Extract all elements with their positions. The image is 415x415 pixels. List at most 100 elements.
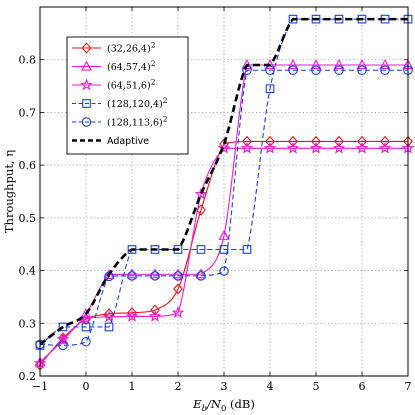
x-axis-label: Eb/N0 (dB) [192, 397, 255, 414]
legend-box [66, 36, 189, 155]
square-marker [219, 245, 229, 254]
diamond-marker [150, 304, 160, 316]
star-marker [378, 141, 392, 154]
star-marker [125, 309, 139, 322]
y-tick-label: 0.2 [19, 370, 37, 383]
legend-label-text: (128,113,6) [107, 118, 163, 129]
x-tick-label: 4 [267, 380, 274, 393]
y-axis-label: Throughput, η [2, 150, 16, 233]
square-marker [81, 322, 91, 332]
triangle-marker [333, 59, 345, 70]
legend-label-text: (32,26,4) [107, 44, 151, 55]
x-tick-label: 7 [405, 380, 412, 393]
legend-label-text: (64,57,4) [107, 62, 151, 73]
x-tick-label: 0 [83, 380, 90, 393]
diamond-marker [311, 135, 321, 148]
circle-marker [219, 266, 229, 276]
triangle-marker [149, 268, 161, 279]
triangle-marker [80, 60, 93, 71]
y-tick-label: 0.7 [19, 106, 37, 119]
legend-label-superscript: 2 [151, 41, 156, 50]
triangle-marker [103, 268, 115, 279]
triangle-marker [126, 268, 138, 279]
star-marker [332, 141, 346, 154]
y-tick-label: 0.5 [19, 212, 37, 225]
y-tick-label: 0.3 [19, 317, 37, 330]
square-marker [311, 14, 321, 24]
series-line [39, 69, 408, 346]
triangle-marker [80, 307, 92, 318]
legend-label-superscript: 2 [151, 78, 156, 87]
star-marker [309, 141, 323, 154]
diamond-marker [265, 135, 275, 148]
legend-entry: (64,51,6)2 [72, 78, 156, 92]
circle-marker [196, 271, 206, 281]
legend: (32,26,4)2(64,57,4)2(64,51,6)2(128,120,4… [66, 36, 189, 155]
x-tick-label: 3 [221, 380, 228, 393]
series-128-120-4 [35, 14, 413, 350]
diamond-marker [81, 42, 92, 54]
square-marker [127, 245, 137, 254]
star-marker [171, 306, 185, 319]
triangle-marker [195, 268, 207, 279]
legend-label-superscript: 2 [163, 96, 168, 105]
star-marker [194, 187, 208, 200]
x-axis-label-part: b [202, 404, 207, 414]
x-tick-label: 2 [175, 380, 182, 393]
star-marker [80, 78, 93, 91]
legend-entry: (128,113,6)2 [72, 115, 168, 129]
legend-label-superscript: 2 [163, 115, 168, 124]
y-tick-label: 0.4 [19, 265, 37, 278]
triangle-marker [310, 59, 322, 70]
circle-marker [127, 271, 137, 281]
x-axis-label-part: (dB) [226, 397, 254, 411]
circle-marker [334, 65, 344, 76]
series-line [39, 18, 408, 346]
diamond-marker [357, 135, 367, 148]
circle-marker [173, 271, 183, 281]
legend-label-text: (64,51,6) [107, 81, 151, 92]
circle-marker [357, 65, 367, 76]
axis-ticks: −1 0 1 2 3 4 5 6 7 0.2 0.3 0.4 0.5 0.6 0.7 0.8 [19, 7, 412, 393]
star-marker [355, 141, 369, 154]
diamond-marker [380, 135, 390, 148]
diamond-marker [173, 283, 183, 295]
circle-marker [81, 336, 91, 347]
triangle-marker [379, 59, 391, 70]
diamond-marker [288, 135, 298, 148]
legend-label-text: (128,120,4) [107, 99, 163, 110]
legend-label: Adaptive [107, 136, 149, 147]
y-tick-label: 0.8 [19, 54, 37, 67]
circle-marker [58, 340, 68, 351]
legend-label: (128,120,4)2 [107, 96, 168, 110]
square-marker [82, 99, 91, 108]
x-tick-label: 6 [359, 380, 366, 393]
x-axis-label-part: /N [206, 397, 222, 411]
star-marker [286, 141, 300, 154]
legend-entry: (64,57,4)2 [72, 59, 156, 73]
diamond-marker [242, 135, 252, 148]
star-marker [240, 141, 254, 154]
star-marker [148, 309, 162, 322]
legend-entry: (32,26,4)2 [72, 41, 156, 55]
square-marker [104, 322, 114, 332]
triangle-marker [241, 59, 253, 70]
legend-label: (64,57,4)2 [107, 59, 156, 73]
star-marker [217, 141, 231, 154]
diamond-marker [334, 135, 344, 148]
circle-marker [288, 65, 298, 76]
legend-entry: (128,120,4)2 [72, 96, 168, 110]
x-tick-label: 5 [313, 380, 320, 393]
series-line [39, 17, 408, 346]
legend-entry: Adaptive [72, 136, 149, 147]
legend-label: (32,26,4)2 [107, 41, 156, 55]
triangle-marker [172, 268, 184, 279]
y-tick-label: 0.6 [19, 159, 37, 172]
square-marker [196, 245, 206, 254]
circle-marker [81, 117, 92, 127]
triangle-marker [218, 229, 230, 240]
legend-label-superscript: 2 [151, 59, 156, 68]
legend-label-text: Adaptive [107, 136, 149, 147]
diamond-marker [127, 307, 137, 319]
